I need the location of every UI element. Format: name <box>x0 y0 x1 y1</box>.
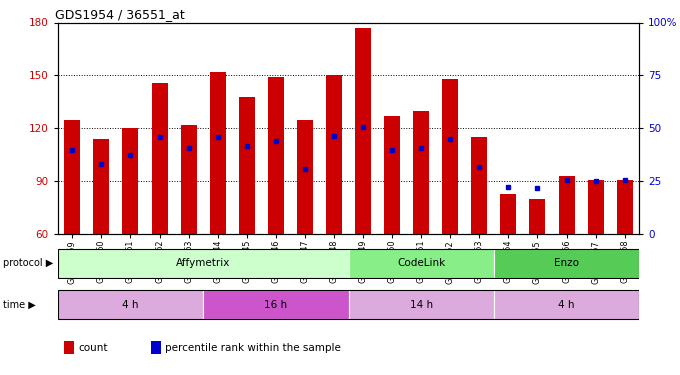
Text: time ▶: time ▶ <box>3 300 36 310</box>
Bar <box>93 139 109 234</box>
Bar <box>58 249 348 278</box>
Bar <box>326 75 342 234</box>
Bar <box>500 194 516 234</box>
Bar <box>152 82 167 234</box>
Bar <box>442 79 458 234</box>
Bar <box>268 77 284 234</box>
Text: 14 h: 14 h <box>409 300 432 310</box>
Bar <box>530 199 545 234</box>
Text: GDS1954 / 36551_at: GDS1954 / 36551_at <box>55 8 185 21</box>
Bar <box>64 341 74 354</box>
Text: count: count <box>78 343 107 353</box>
Text: protocol ▶: protocol ▶ <box>3 258 54 268</box>
Bar <box>471 137 488 234</box>
Bar <box>588 180 604 234</box>
Bar <box>617 180 632 234</box>
Bar <box>209 72 226 234</box>
Bar <box>203 290 348 319</box>
Text: 4 h: 4 h <box>558 300 575 310</box>
Bar <box>297 120 313 234</box>
Bar <box>355 28 371 234</box>
Bar <box>348 290 494 319</box>
Text: CodeLink: CodeLink <box>397 258 445 268</box>
Bar <box>494 290 639 319</box>
Text: 16 h: 16 h <box>265 300 288 310</box>
Text: 4 h: 4 h <box>122 300 139 310</box>
Bar <box>181 125 197 234</box>
Bar <box>494 249 639 278</box>
Bar <box>122 128 139 234</box>
Text: Enzo: Enzo <box>554 258 579 268</box>
Bar <box>58 290 203 319</box>
Bar <box>348 249 494 278</box>
Text: Affymetrix: Affymetrix <box>176 258 231 268</box>
Bar <box>65 120 80 234</box>
Bar <box>384 116 400 234</box>
Bar <box>558 176 575 234</box>
Text: percentile rank within the sample: percentile rank within the sample <box>165 343 341 353</box>
Bar <box>239 97 255 234</box>
Bar <box>151 341 161 354</box>
Bar <box>413 111 429 234</box>
